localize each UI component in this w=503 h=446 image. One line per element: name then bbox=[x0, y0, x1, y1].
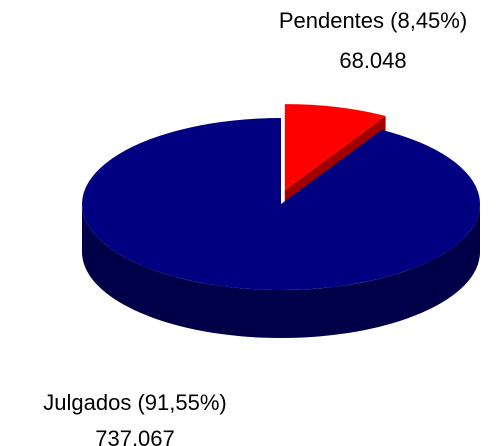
slice bbox=[284, 104, 386, 191]
slice-label: Julgados (91,55%) bbox=[43, 390, 226, 415]
value-label: 737.067 bbox=[95, 426, 175, 446]
value-label: 68.048 bbox=[339, 48, 406, 73]
slice bbox=[81, 118, 481, 290]
slice-label: Pendentes (8,45%) bbox=[279, 8, 467, 33]
slice-side bbox=[82, 204, 480, 338]
